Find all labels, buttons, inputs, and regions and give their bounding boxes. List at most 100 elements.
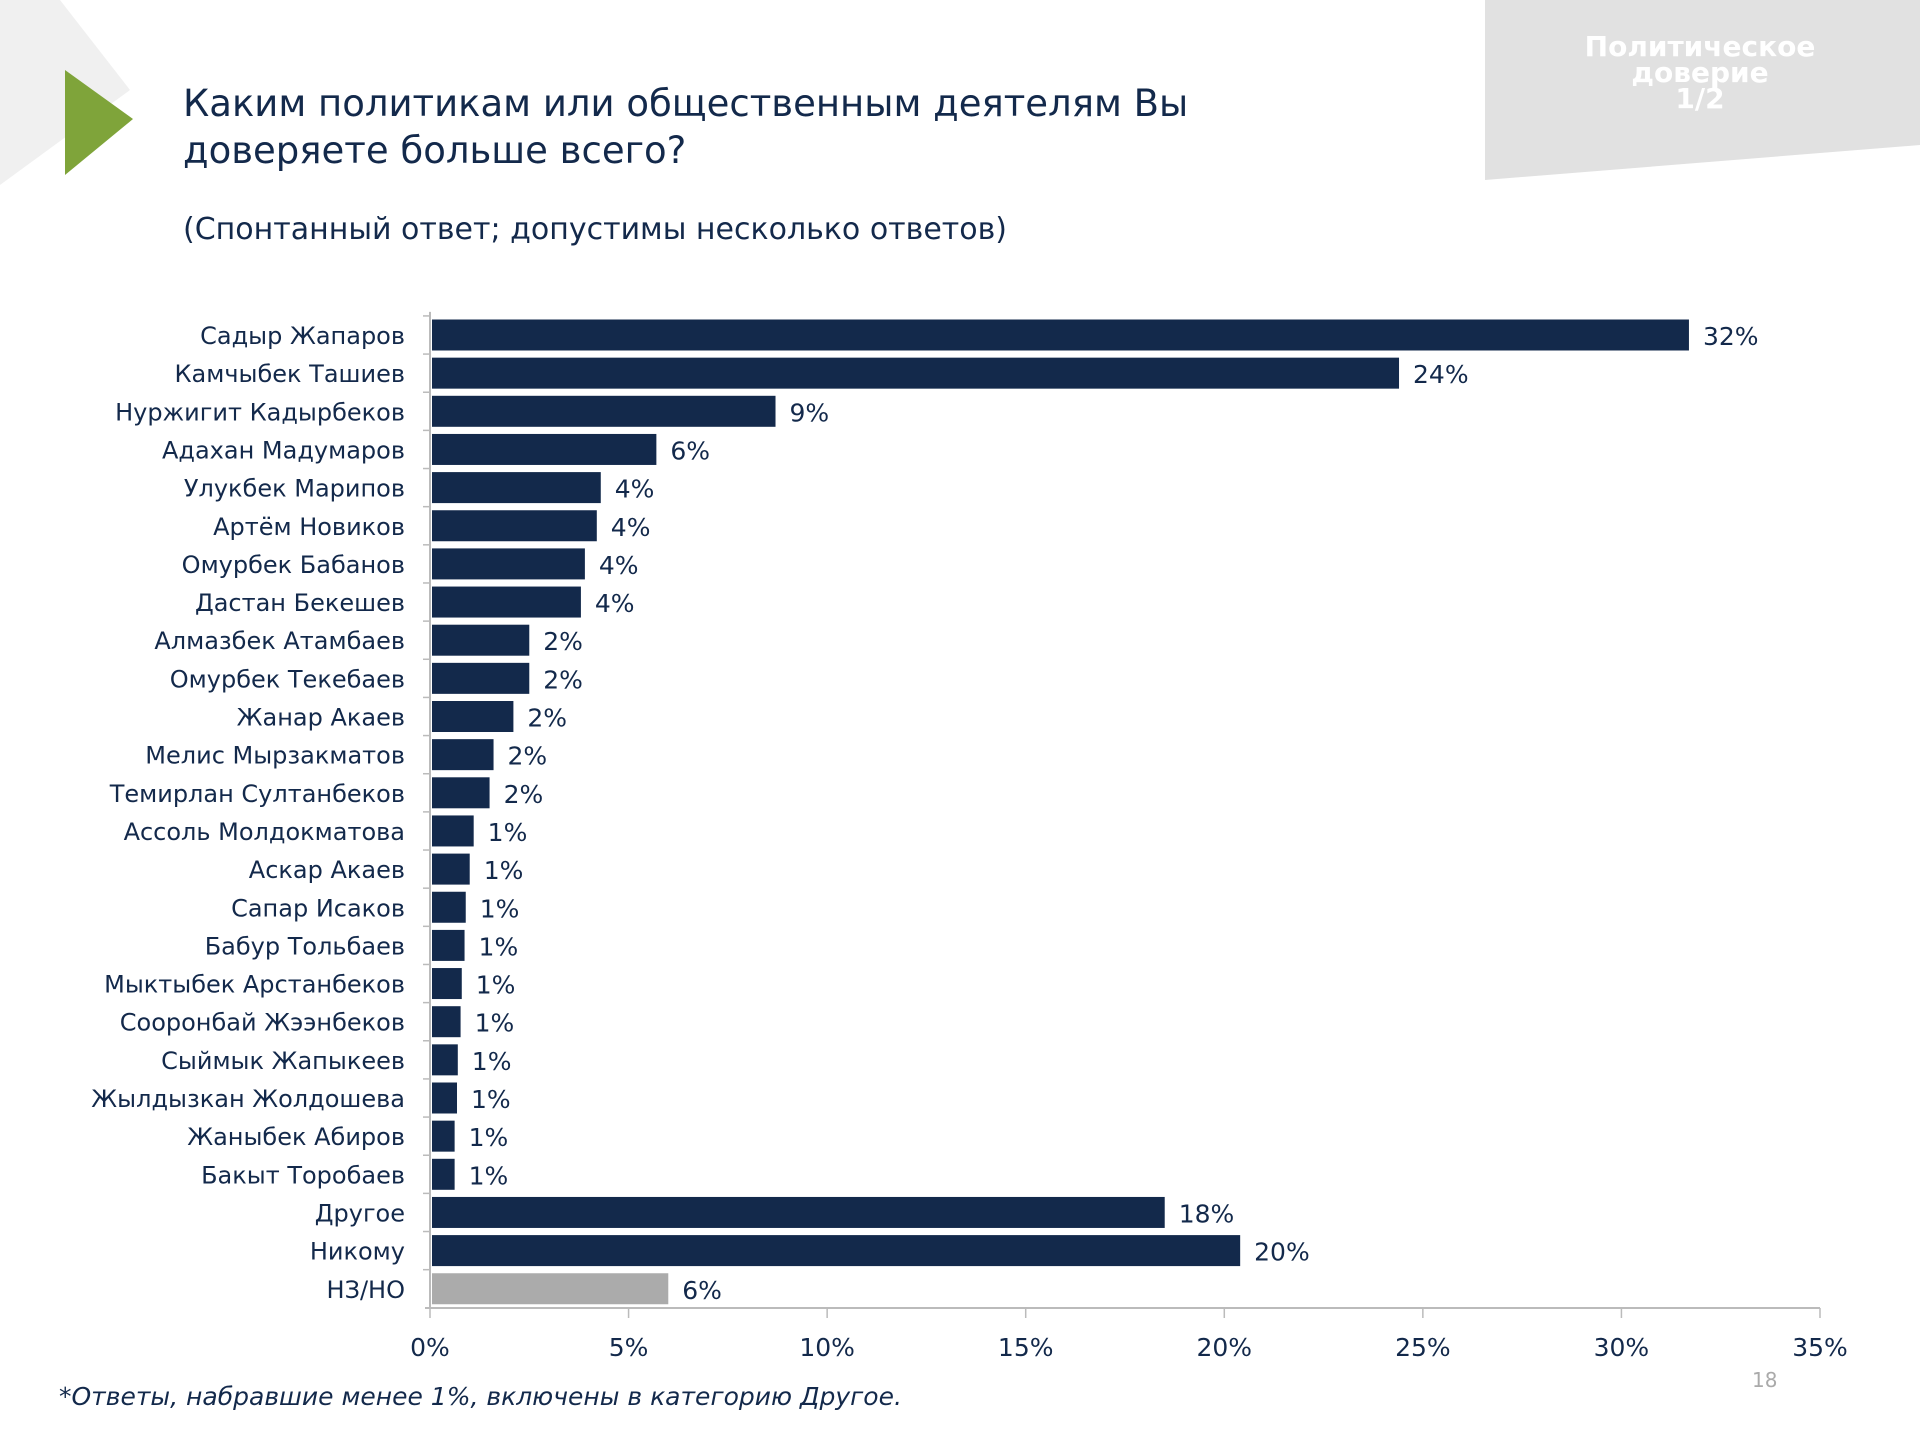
footnote: *Ответы, набравшие менее 1%, включены в …	[59, 1382, 902, 1411]
data-label: 2%	[543, 665, 583, 694]
category-label: Адахан Мадумаров	[162, 436, 405, 464]
bar	[432, 1196, 1165, 1228]
data-label: 24%	[1413, 360, 1469, 389]
section-label: Политическое доверие 1/2	[1560, 30, 1840, 115]
bar	[432, 929, 465, 961]
bar	[432, 395, 776, 427]
page-number: 18	[1752, 1368, 1778, 1392]
data-label: 1%	[469, 1161, 509, 1190]
bar	[432, 739, 494, 771]
bar	[432, 624, 530, 656]
category-label: Другое	[315, 1199, 405, 1227]
data-label: 1%	[469, 1123, 509, 1152]
category-label: Сыймык Жапыкеев	[161, 1047, 405, 1075]
data-label: 1%	[480, 894, 520, 923]
bar	[432, 777, 490, 809]
category-label: Жаныбек Абиров	[187, 1123, 405, 1151]
category-label: Никому	[310, 1238, 405, 1266]
x-tick-label: 20%	[1196, 1333, 1252, 1362]
category-label: Сапар Исаков	[231, 894, 405, 922]
category-label: Садыр Жапаров	[200, 322, 405, 350]
green-triangle-icon	[65, 70, 133, 175]
bar	[432, 319, 1689, 351]
data-label: 4%	[595, 589, 635, 618]
data-label: 1%	[484, 856, 524, 885]
bar	[432, 968, 462, 1000]
data-label: 2%	[527, 704, 567, 733]
bar	[432, 1120, 455, 1152]
bar	[432, 433, 657, 465]
data-label: 1%	[479, 932, 519, 961]
decoration	[0, 0, 1920, 185]
bar	[432, 891, 466, 923]
section-panel	[1485, 0, 1920, 180]
bar	[432, 1006, 461, 1038]
category-label: Нуржигит Кадырбеков	[115, 398, 405, 426]
category-label: Алмазбек Атамбаев	[154, 627, 405, 655]
data-label: 32%	[1703, 322, 1759, 351]
data-label: 4%	[599, 551, 639, 580]
category-label: Дастан Бекешев	[195, 589, 405, 617]
x-tick-label: 25%	[1395, 1333, 1451, 1362]
bar	[432, 510, 597, 542]
section-title-line1: Политическое	[1584, 30, 1816, 63]
category-label: Улукбек Марипов	[184, 475, 405, 503]
data-label: 2%	[508, 742, 548, 771]
category-label: Омурбек Текебаев	[170, 665, 405, 693]
category-label: НЗ/НО	[327, 1276, 405, 1304]
bar	[432, 1273, 669, 1305]
category-label: Жанар Акаев	[237, 704, 405, 732]
data-label: 1%	[471, 1085, 511, 1114]
section-title-line2: доверие	[1631, 56, 1769, 89]
bar	[432, 662, 530, 694]
data-label: 1%	[475, 1009, 515, 1038]
x-tick-label: 35%	[1792, 1333, 1848, 1362]
data-label: 20%	[1254, 1238, 1310, 1267]
data-label: 2%	[543, 627, 583, 656]
data-label: 9%	[790, 398, 830, 427]
bar	[432, 472, 601, 504]
section-page: 1/2	[1675, 82, 1725, 115]
bar	[432, 1044, 458, 1076]
data-label: 2%	[504, 780, 544, 809]
category-label: Мелис Мырзакматов	[145, 742, 405, 770]
data-label: 6%	[670, 436, 710, 465]
category-label: Бабур Тольбаев	[205, 932, 405, 960]
category-label: Омурбек Бабанов	[182, 551, 405, 579]
category-label: Ассоль Молдокматова	[124, 818, 405, 846]
data-label: 4%	[611, 513, 651, 542]
bar	[432, 548, 585, 580]
category-label: Мыктыбек Арстанбеков	[104, 971, 405, 999]
title-line1: Каким политикам или общественным деятеля…	[183, 82, 1189, 125]
bar	[432, 1082, 458, 1114]
category-label: Аскар Акаев	[249, 856, 405, 884]
title-line2: доверяете больше всего?	[183, 129, 687, 172]
bar	[432, 701, 514, 732]
data-label: 18%	[1179, 1199, 1235, 1228]
data-label: 1%	[472, 1047, 512, 1076]
bar	[432, 357, 1400, 389]
subtitle: (Спонтанный ответ; допустимы несколько о…	[183, 212, 1008, 247]
x-tick-label: 0%	[410, 1333, 450, 1362]
bar	[432, 1235, 1241, 1267]
category-label: Артём Новиков	[213, 513, 405, 541]
bar	[432, 586, 581, 618]
x-tick-label: 15%	[998, 1333, 1054, 1362]
category-label: Сооронбай Жээнбеков	[120, 1009, 405, 1037]
bar	[432, 815, 474, 847]
data-label: 1%	[488, 818, 528, 847]
category-label: Камчыбек Ташиев	[174, 360, 405, 388]
x-tick-label: 30%	[1594, 1333, 1650, 1362]
category-label: Бакыт Торобаев	[201, 1161, 405, 1189]
category-label: Темирлан Султанбеков	[109, 780, 405, 808]
data-label: 4%	[615, 475, 655, 504]
data-label: 6%	[682, 1276, 722, 1305]
data-label: 1%	[476, 971, 516, 1000]
bar	[432, 1158, 455, 1190]
x-tick-label: 5%	[609, 1333, 649, 1362]
x-tick-label: 10%	[799, 1333, 855, 1362]
page-title: Каким политикам или общественным деятеля…	[183, 80, 1188, 174]
category-label: Жылдызкан Жолдошева	[91, 1085, 405, 1113]
bar	[432, 853, 470, 885]
